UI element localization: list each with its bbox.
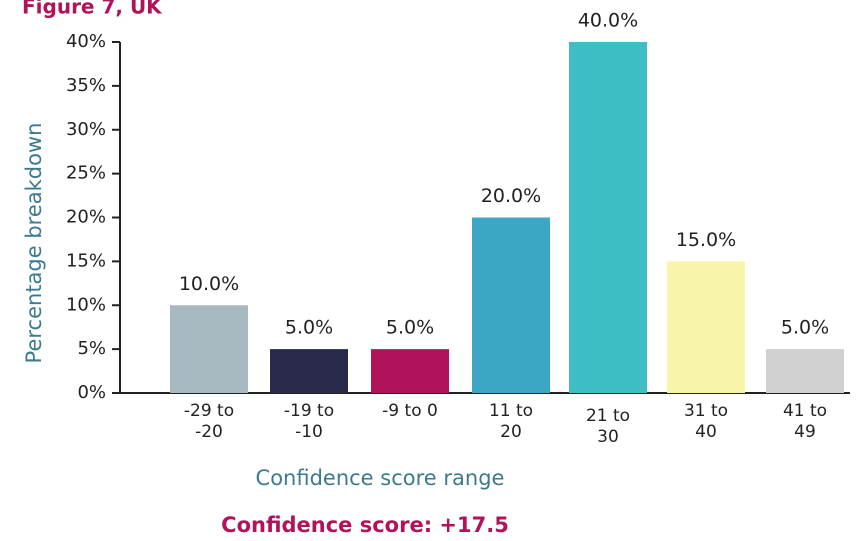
x-tick-label: 21 to 30 [585, 406, 631, 447]
y-tick-label: 15% [66, 250, 106, 271]
data-label: 5.0% [781, 317, 829, 339]
data-label: 15.0% [676, 229, 736, 251]
data-label: 10.0% [179, 273, 239, 295]
x-tick-label: -19 to -10 [283, 401, 335, 442]
data-label: 40.0% [578, 10, 638, 32]
score-annotation: Confidence score: +17.5 [221, 513, 509, 537]
bar [170, 305, 248, 393]
y-tick-label: 5% [77, 338, 106, 359]
y-tick-label: 30% [66, 119, 106, 140]
y-tick-label: 40% [66, 31, 106, 52]
x-tick-label: -9 to 0 [382, 401, 438, 421]
data-label: 5.0% [386, 317, 434, 339]
x-tick-label: 41 to 49 [782, 401, 828, 442]
x-tick-label: 31 to 40 [683, 401, 729, 442]
y-tick-label: 35% [66, 75, 106, 96]
x-tick-label: -29 to -20 [183, 401, 235, 442]
y-tick-label: 25% [66, 163, 106, 184]
bar [766, 349, 844, 393]
y-tick-label: 10% [66, 294, 106, 315]
bar [270, 349, 348, 393]
bar [371, 349, 449, 393]
data-label: 20.0% [481, 185, 541, 207]
y-tick-label: 0% [77, 382, 106, 403]
bar [569, 42, 647, 393]
data-label: 5.0% [285, 317, 333, 339]
bar [472, 217, 550, 393]
chart-title: Figure 7, UK [22, 0, 163, 19]
bar [667, 261, 745, 393]
y-tick-label: 20% [66, 207, 106, 228]
x-axis-label: Confidence score range [256, 466, 505, 490]
x-tick-label: 11 to 20 [488, 401, 534, 442]
y-axis-label: Percentage breakdown [22, 123, 46, 364]
